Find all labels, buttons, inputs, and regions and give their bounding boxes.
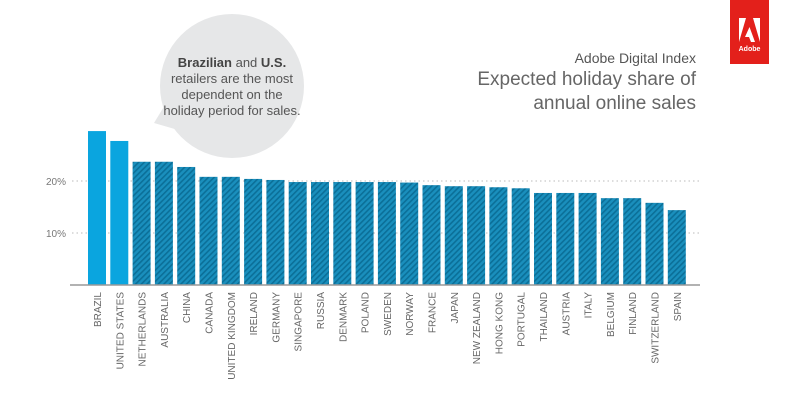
bar-singapore — [288, 182, 307, 285]
bar-united-states — [110, 140, 129, 285]
bar-italy — [578, 192, 597, 285]
x-tick-label: FRANCE — [428, 292, 439, 333]
bar-portugal — [511, 188, 530, 285]
x-tick-label: HONG KONG — [494, 292, 505, 354]
bar-brazil — [88, 131, 106, 285]
bar-poland — [355, 182, 374, 285]
x-tick-label: SINGAPORE — [294, 292, 305, 352]
x-tick-label: ITALY — [584, 292, 595, 319]
x-tick-label: CHINA — [182, 292, 193, 323]
adobe-a-icon — [739, 18, 760, 42]
x-tick-label: JAPAN — [450, 292, 461, 324]
chart-title: Expected holiday share of annual online … — [440, 68, 696, 116]
x-tick-label: RUSSIA — [316, 292, 327, 330]
x-tick-label: GERMANY — [271, 292, 282, 343]
x-tick-label: PORTUGAL — [517, 292, 528, 347]
callout-text: Brazilian and U.S. retailers are the mos… — [162, 55, 302, 119]
callout-bold-2: U.S. — [260, 55, 287, 70]
bar-austria — [556, 192, 575, 285]
callout-text-2: retailers are the most dependent on the … — [163, 71, 301, 118]
x-tick-label: NETHERLANDS — [138, 292, 149, 367]
x-tick-label: FINLAND — [628, 292, 639, 335]
x-tick-label: SWITZERLAND — [651, 292, 662, 364]
x-tick-label: POLAND — [361, 292, 372, 333]
bar-spain — [667, 210, 686, 285]
logo-text: Adobe — [738, 46, 761, 53]
x-tick-label: BELGIUM — [606, 292, 617, 337]
x-tick-label: NEW ZEALAND — [472, 292, 483, 364]
bar-new-zealand — [467, 186, 486, 285]
y-tick-label: 20% — [46, 177, 66, 188]
x-tick-label: SWEDEN — [383, 292, 394, 336]
bar-united-kingdom — [221, 176, 240, 285]
x-tick-label: SPAIN — [673, 292, 684, 321]
x-tick-label: BRAZIL — [93, 292, 104, 327]
bar-belgium — [600, 198, 619, 285]
bar-france — [422, 185, 441, 285]
bar-russia — [311, 182, 329, 285]
bar-thailand — [534, 192, 552, 285]
bar-germany — [266, 179, 285, 285]
x-tick-label: IRELAND — [249, 292, 260, 335]
bar-switzerland — [645, 202, 664, 285]
x-tick-label: NORWAY — [405, 292, 416, 336]
bar-canada — [199, 176, 218, 285]
title-line-1: Expected holiday share of — [477, 69, 696, 90]
chart-subtitle: Adobe Digital Index — [574, 50, 696, 66]
callout-bold-1: Brazilian — [177, 55, 232, 70]
x-tick-label: THAILAND — [539, 292, 550, 341]
bar-finland — [623, 198, 642, 285]
callout-bubble — [154, 14, 304, 158]
x-tick-label: AUSTRALIA — [160, 292, 171, 348]
x-tick-label: UNITED KINGDOM — [227, 292, 238, 380]
bar-hong-kong — [489, 187, 508, 285]
bar-ireland — [244, 178, 263, 285]
title-line-2: annual online sales — [533, 93, 696, 114]
bar-norway — [400, 182, 419, 285]
x-tick-label: DENMARK — [338, 292, 349, 342]
bar-sweden — [377, 182, 396, 285]
bar-japan — [444, 186, 463, 285]
callout-text-1: and — [231, 55, 261, 70]
y-tick-label: 10% — [46, 229, 66, 240]
adobe-logo: Adobe — [730, 0, 769, 64]
bar-china — [177, 166, 196, 285]
bar-australia — [154, 161, 173, 285]
x-tick-label: AUSTRIA — [561, 292, 572, 336]
x-tick-label: UNITED STATES — [115, 292, 126, 370]
bar-netherlands — [132, 161, 151, 285]
bar-denmark — [333, 182, 352, 285]
x-tick-label: CANADA — [205, 292, 216, 334]
